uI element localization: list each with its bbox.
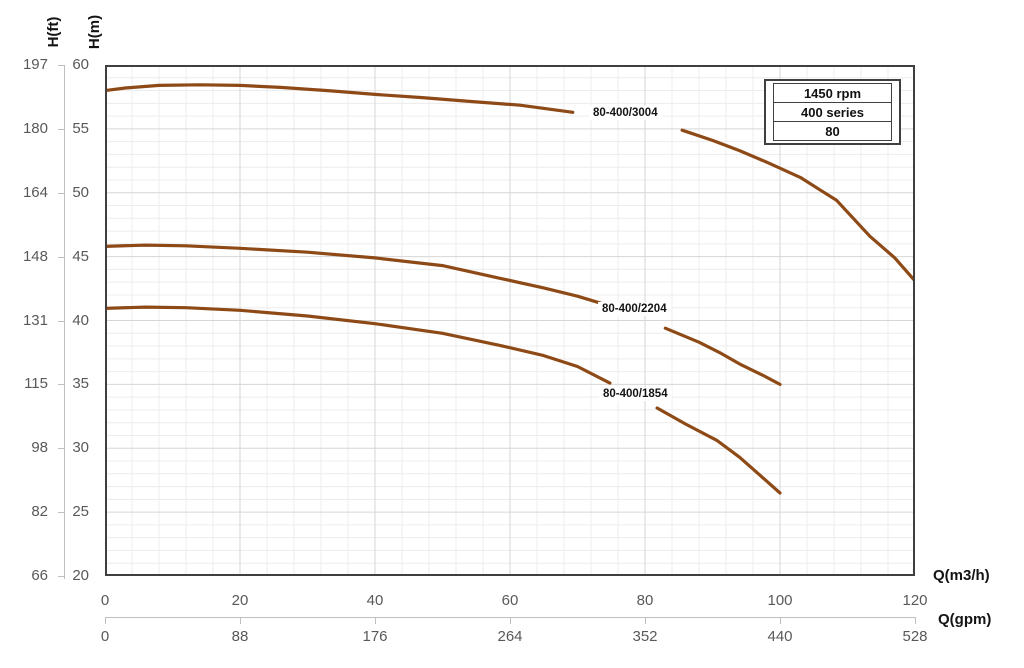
curve-80-400/3004	[680, 128, 915, 283]
x-tick-m3h-100: 100	[767, 592, 793, 609]
y-tick-m-20: 20	[72, 567, 89, 584]
x-tick-m3h-80: 80	[636, 592, 654, 609]
plot-border	[105, 65, 915, 576]
x-tick-m3h-40: 40	[366, 592, 384, 609]
x-tick-m3h-20: 20	[231, 592, 249, 609]
y-axis-tick-mark	[58, 448, 65, 449]
x-axis-tick-mark	[645, 617, 646, 624]
y-tick-ft-131: 131	[22, 311, 48, 329]
y-axis-tick-mark	[58, 512, 65, 513]
curve-label-1854: 80-400/1854	[599, 387, 672, 401]
y-axis-tick-mark	[58, 576, 65, 577]
plot-area	[105, 65, 915, 576]
y-tick-m-55: 55	[72, 119, 89, 137]
y-tick-m-40: 40	[72, 311, 89, 329]
y-tick-ft-82: 82	[31, 503, 48, 521]
y-axis-tick-mark	[58, 193, 65, 194]
y-axis-tick-mark	[58, 321, 65, 322]
x-tick-gpm-0: 0	[100, 628, 110, 645]
legend-row-series: 400 series	[773, 102, 892, 122]
y-tick-ft-164: 164	[22, 183, 48, 201]
y-tick-m-25: 25	[72, 503, 89, 521]
y-tick-ft-98: 98	[31, 439, 48, 457]
legend-row-rpm: 1450 rpm	[773, 83, 892, 103]
y-tick-m-50: 50	[72, 183, 89, 201]
y-tick-ft-66: 66	[31, 567, 48, 584]
curve-label-2204: 80-400/2204	[598, 302, 671, 316]
y-tick-m-60: 60	[72, 56, 89, 73]
x-tick-gpm-352: 352	[632, 628, 658, 645]
x-axis-tick-mark	[375, 617, 376, 624]
x-axis-tick-mark	[510, 617, 511, 624]
curve-80-400/2204	[105, 243, 603, 305]
y-axis-tick-mark	[58, 65, 65, 66]
x-axis-tick-mark	[780, 617, 781, 624]
y-tick-ft-197: 197	[22, 56, 48, 73]
x-tick-gpm-440: 440	[767, 628, 793, 645]
y-axis-tick-mark	[58, 257, 65, 258]
y-tick-m-30: 30	[72, 439, 89, 457]
y-tick-m-45: 45	[72, 247, 89, 265]
y-tick-ft-180: 180	[22, 119, 48, 137]
y-axis-tick-mark	[58, 129, 65, 130]
x-tick-m3h-0: 0	[100, 592, 110, 609]
x-axis-tick-mark	[105, 617, 106, 624]
curve-80-400/1854	[655, 406, 782, 495]
x-axis-title-m3h: Q(m3/h)	[933, 567, 990, 584]
legend-row-size: 80	[773, 121, 892, 141]
y-tick-ft-115: 115	[24, 375, 48, 393]
x-tick-gpm-176: 176	[362, 628, 388, 645]
x-axis-tick-mark	[240, 617, 241, 624]
x-tick-m3h-60: 60	[501, 592, 519, 609]
x-axis-title-gpm: Q(gpm)	[938, 611, 992, 628]
y-axis-title-m: H(m)	[85, 14, 103, 50]
curve-label-3004: 80-400/3004	[589, 106, 662, 120]
x-axis-tick-mark	[915, 617, 916, 624]
legend-box: 1450 rpm 400 series 80	[764, 79, 901, 145]
x-tick-gpm-88: 88	[231, 628, 249, 645]
y-axis-tick-mark	[58, 384, 65, 385]
y-tick-ft-148: 148	[22, 247, 48, 265]
curve-80-400/1854	[105, 305, 612, 385]
curve-80-400/3004	[105, 83, 575, 114]
y-tick-m-35: 35	[72, 375, 89, 393]
curve-80-400/2204	[663, 326, 782, 386]
y-axis-title-ft: H(ft)	[44, 16, 62, 48]
y-axis-line	[64, 65, 65, 579]
x-tick-gpm-264: 264	[497, 628, 523, 645]
x-tick-gpm-528: 528	[902, 628, 928, 645]
x-tick-m3h-120: 120	[902, 592, 928, 609]
